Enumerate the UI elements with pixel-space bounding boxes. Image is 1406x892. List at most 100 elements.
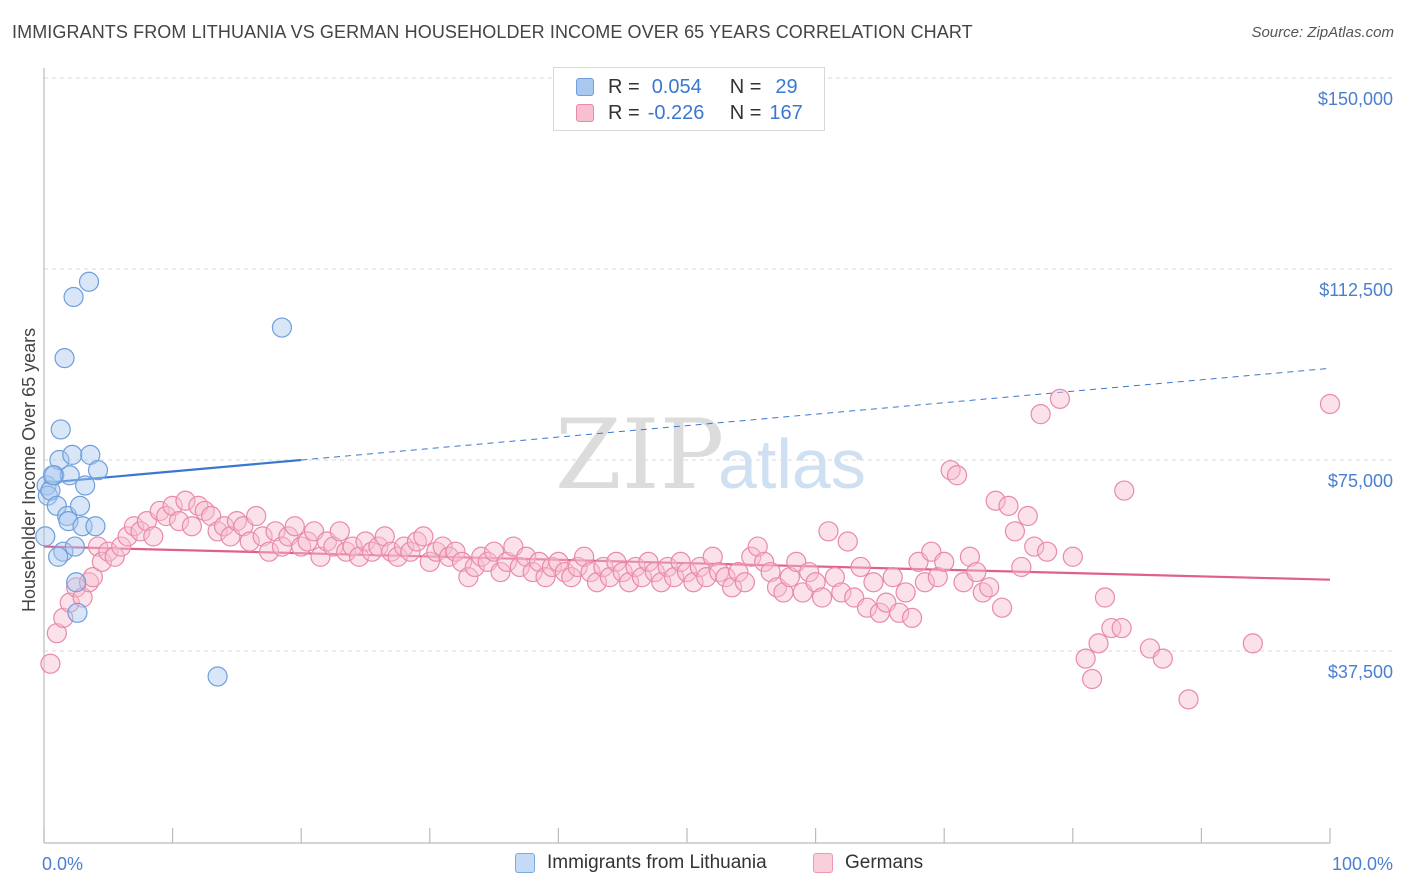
data-points	[35, 271, 1341, 710]
point-lithuania	[59, 465, 80, 486]
point-germans	[734, 572, 755, 593]
point-germans	[567, 556, 588, 578]
point-lithuania	[67, 602, 88, 623]
point-germans	[82, 567, 103, 588]
point-germans	[631, 567, 653, 588]
point-germans	[593, 556, 614, 578]
legend-r-label: R =	[608, 101, 640, 124]
point-germans	[496, 551, 518, 572]
point-germans	[246, 505, 267, 527]
point-germans	[619, 572, 640, 593]
point-germans	[683, 572, 704, 593]
point-germans	[837, 531, 858, 552]
point-lithuania	[42, 465, 64, 486]
point-germans	[927, 567, 948, 588]
point-lithuania	[69, 495, 91, 516]
point-germans	[599, 567, 620, 588]
y-axis-label: Householder Income Over 65 years	[19, 328, 39, 612]
point-germans	[1101, 617, 1122, 639]
point-germans	[882, 567, 903, 588]
point-germans	[1062, 546, 1083, 567]
point-germans	[91, 551, 112, 572]
point-germans	[824, 567, 845, 588]
point-germans	[895, 582, 916, 603]
point-germans	[1024, 536, 1045, 557]
point-lithuania	[63, 286, 84, 308]
legend-n-label: N =	[729, 101, 762, 124]
legend-item-lithuania[interactable]: Immigrants from Lithuania	[515, 852, 767, 874]
point-germans	[651, 572, 672, 593]
point-germans	[985, 490, 1006, 511]
legend-row-germans: R = -0.226 N = 167	[576, 101, 803, 125]
point-germans	[779, 567, 800, 588]
legend-row-lithuania: R = 0.054 N = 29	[576, 75, 798, 99]
point-germans	[130, 521, 151, 542]
point-germans	[143, 526, 164, 547]
point-germans	[914, 572, 936, 593]
watermark-atlas: atlas	[718, 425, 866, 503]
point-lithuania	[48, 546, 69, 567]
legend-label-germans: Germans	[845, 852, 924, 873]
chart-title: IMMIGRANTS FROM LITHUANIA VS GERMAN HOUS…	[12, 22, 973, 42]
point-germans	[156, 505, 177, 527]
legend-swatch-germans	[813, 853, 833, 873]
point-germans	[1178, 689, 1199, 710]
point-lithuania	[207, 666, 228, 687]
point-germans	[40, 653, 61, 674]
point-germans	[1088, 633, 1109, 654]
point-germans	[670, 551, 691, 572]
point-germans	[721, 577, 743, 598]
point-lithuania	[50, 419, 71, 440]
y-tick-label: $75,000	[1328, 471, 1393, 491]
point-germans	[175, 490, 196, 511]
point-germans	[715, 567, 736, 588]
point-germans	[889, 602, 910, 623]
point-germans	[728, 561, 749, 583]
point-germans	[1036, 541, 1058, 562]
point-germans	[991, 597, 1013, 618]
y-tick-label: $150,000	[1318, 89, 1393, 109]
point-germans	[516, 546, 537, 567]
point-germans	[265, 521, 286, 542]
point-germans	[368, 536, 389, 557]
point-germans	[831, 582, 852, 603]
point-germans	[509, 556, 530, 578]
point-germans	[432, 536, 453, 557]
point-germans	[348, 546, 370, 567]
point-germans	[252, 526, 273, 547]
legend-item-germans[interactable]: Germans	[813, 852, 923, 874]
point-germans	[168, 511, 190, 532]
point-germans	[612, 561, 633, 583]
point-germans	[458, 567, 479, 588]
legend-swatch-lithuania	[515, 853, 535, 873]
point-germans	[741, 546, 762, 567]
point-germans	[586, 572, 608, 593]
point-germans	[1011, 556, 1032, 578]
point-germans	[239, 531, 260, 552]
point-germans	[998, 495, 1019, 516]
point-germans	[638, 551, 659, 572]
axes	[43, 68, 1331, 844]
point-germans	[934, 551, 955, 572]
point-germans	[329, 521, 350, 542]
point-germans	[664, 567, 685, 588]
point-germans	[374, 526, 395, 547]
point-lithuania	[66, 572, 87, 593]
point-lithuania	[87, 460, 109, 481]
legend-r-value: 0.054	[651, 75, 702, 98]
x-tick-label: 100.0%	[1332, 854, 1393, 874]
point-germans	[355, 531, 376, 552]
point-lithuania	[46, 495, 67, 516]
x-tick-labels: 0.0% 100.0%	[42, 854, 1393, 874]
point-germans	[66, 577, 87, 598]
point-germans	[1242, 633, 1263, 654]
point-germans	[1081, 668, 1103, 690]
y-tick-labels: $37,500 $75,000 $112,500 $150,000	[1318, 89, 1393, 682]
point-germans	[87, 536, 109, 557]
point-germans	[811, 587, 833, 608]
point-lithuania	[62, 444, 83, 466]
watermark-zip: ZIP	[555, 399, 724, 511]
point-germans	[1094, 587, 1116, 608]
trend-line	[43, 458, 302, 485]
point-germans	[747, 536, 768, 557]
